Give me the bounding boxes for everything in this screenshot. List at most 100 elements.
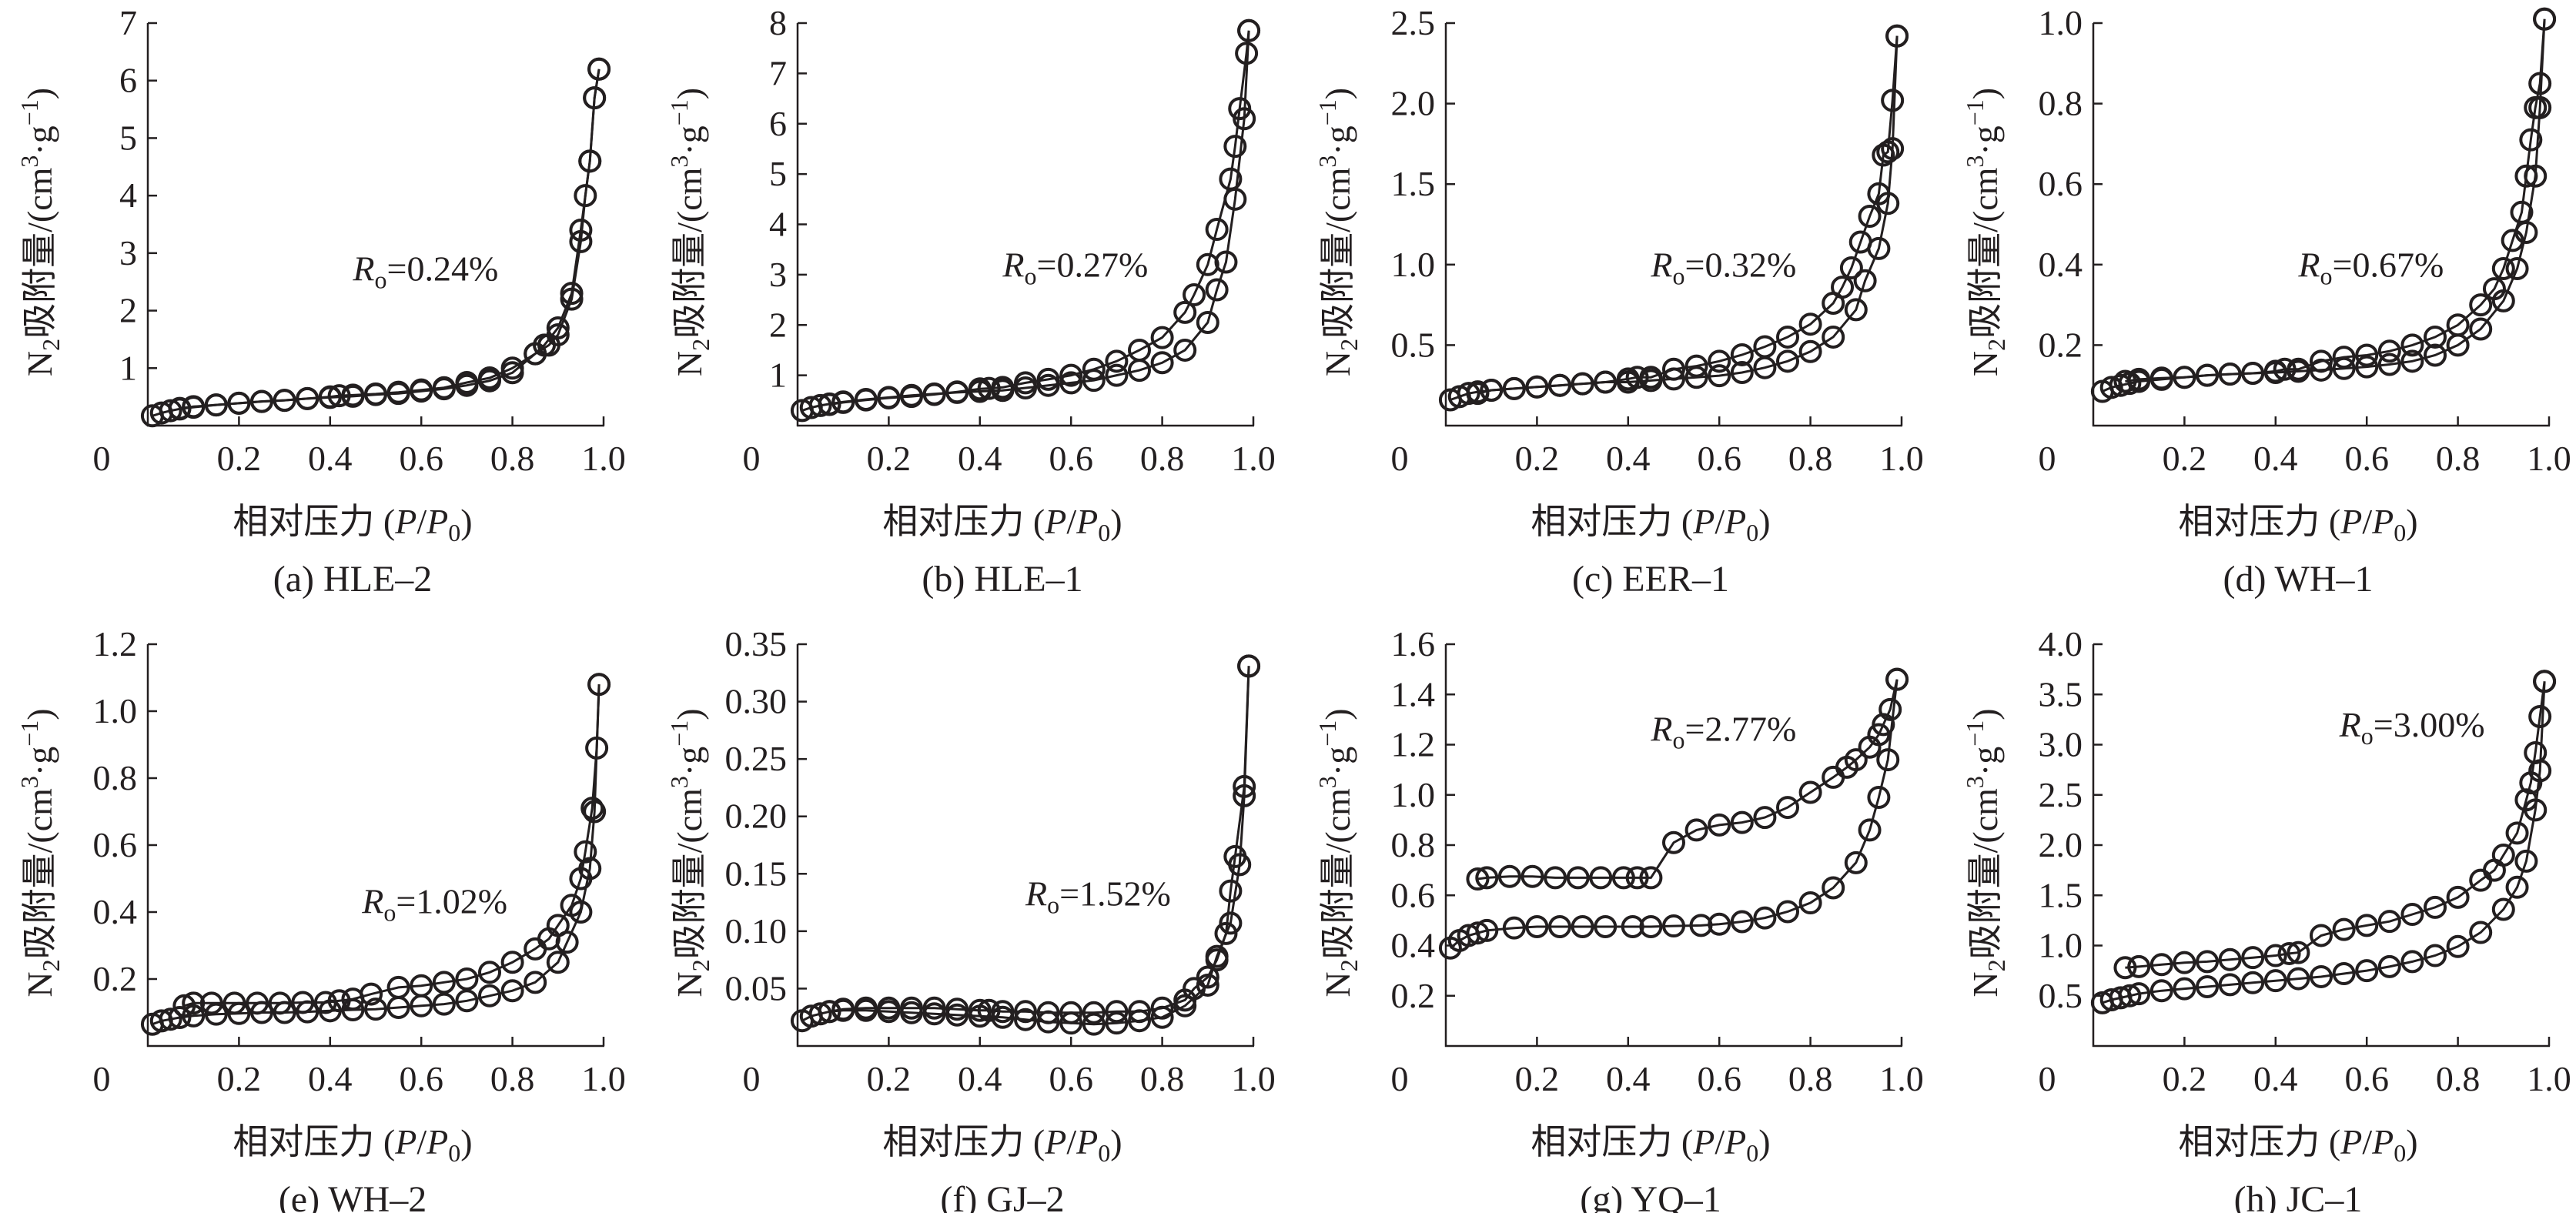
data-point-desorption <box>313 991 337 1014</box>
data-point-desorption <box>2173 366 2196 389</box>
data-point-desorption <box>2533 670 2557 693</box>
data-point-desorption <box>2113 956 2137 980</box>
data-point-desorption <box>1196 965 1219 989</box>
panel-caption: (c) EER–1 <box>1572 559 1729 600</box>
data-point-adsorption <box>1753 906 1777 930</box>
y-tick-label: 0.4 <box>1391 926 1436 965</box>
y-tick-label: 7 <box>769 53 787 92</box>
data-point-desorption <box>182 395 206 419</box>
series-line-adsorption <box>801 666 1250 1026</box>
y-axis-title: N2吸附量/(cm3·g−1) <box>1961 88 2010 376</box>
y-tick-label: 1 <box>769 356 787 395</box>
y-tick-label: 8 <box>769 3 787 42</box>
data-point-desorption <box>524 937 547 961</box>
data-point-adsorption <box>1822 325 1845 349</box>
y-axis-title: N2吸附量/(cm3·g−1) <box>665 88 714 376</box>
data-point-desorption <box>2400 333 2424 357</box>
x-tick-label: 0.8 <box>2436 1059 2481 1098</box>
data-point-desorption <box>1639 866 1663 890</box>
y-tick-label: 0.6 <box>2039 164 2083 203</box>
data-point-adsorption <box>1525 915 1549 939</box>
y-tick-label: 7 <box>119 3 137 42</box>
ro-annotation: Ro=0.24% <box>352 249 498 294</box>
data-point-desorption <box>432 376 456 399</box>
x-tick-label: 1.0 <box>2527 1059 2571 1098</box>
data-point-desorption <box>1480 378 1504 402</box>
y-tick-label: 3 <box>119 233 137 272</box>
data-point-adsorption <box>2514 849 2538 873</box>
y-tick-label: 0.15 <box>725 854 788 893</box>
data-point-adsorption <box>2469 921 2493 944</box>
y-tick-label: 0.5 <box>1391 325 1436 364</box>
series-line-desorption <box>2125 681 2546 969</box>
panel-caption: (a) HLE–2 <box>273 559 433 600</box>
x-tick-label: 1.0 <box>1879 1059 1924 1098</box>
chart-panel-e: 0 0.2 0.4 0.6 0.8 1.0 0.2 0.4 0.6 0.8 1.0 1.2 N2吸附量/… <box>15 624 626 1213</box>
data-point-desorption <box>1059 1001 1083 1024</box>
data-point-adsorption <box>432 992 456 1016</box>
x-tick-label: 0.4 <box>958 1059 1002 1098</box>
data-point-desorption <box>854 996 878 1020</box>
data-point-adsorption <box>1082 1012 1106 1036</box>
data-point-desorption <box>877 386 901 410</box>
panel-caption: (f) GJ–2 <box>940 1179 1064 1213</box>
y-tick-label: 4 <box>119 175 137 215</box>
data-point-adsorption <box>2424 343 2447 367</box>
y-tick-label: 5 <box>119 118 137 157</box>
data-point-desorption <box>1502 376 1526 400</box>
data-point-desorption <box>922 383 946 406</box>
data-point-desorption <box>168 396 192 420</box>
data-point-desorption <box>1466 867 1490 891</box>
data-point-desorption <box>1867 182 1891 206</box>
data-point-desorption <box>386 380 410 404</box>
data-point-desorption <box>2173 951 2196 974</box>
data-point-desorption <box>2277 941 2301 965</box>
y-tick-label: 0.4 <box>2039 245 2083 284</box>
x-tick-label: 0.8 <box>1788 439 1833 478</box>
y-tick-label: 2.5 <box>2039 775 2083 814</box>
data-point-desorption <box>1235 42 1259 65</box>
x-tick-label: 0 <box>2039 439 2056 478</box>
data-point-desorption <box>2377 339 2401 363</box>
x-tick-label: 0.2 <box>217 1059 262 1098</box>
y-tick-label: 0.2 <box>93 959 138 998</box>
data-point-adsorption <box>500 979 524 1003</box>
data-point-desorption <box>1876 140 1900 164</box>
data-point-adsorption <box>1475 918 1499 942</box>
data-point-desorption <box>478 961 501 984</box>
data-point-desorption <box>2332 917 2356 941</box>
y-tick-label: 0.5 <box>2039 976 2083 1015</box>
data-point-desorption <box>1776 325 1799 349</box>
data-point-desorption <box>2514 164 2538 188</box>
data-point-desorption <box>1014 1000 1037 1024</box>
panel-caption: (d) WH–1 <box>2223 559 2373 600</box>
data-point-desorption <box>1237 654 1261 678</box>
data-point-desorption <box>968 998 992 1022</box>
data-point-desorption <box>922 996 946 1020</box>
x-tick-label: 0 <box>1391 439 1409 478</box>
data-point-adsorption <box>1822 876 1845 900</box>
data-point-desorption <box>2528 72 2552 95</box>
y-tick-label: 0.2 <box>1391 976 1436 1015</box>
data-point-desorption <box>1684 818 1708 842</box>
data-point-adsorption <box>159 1007 182 1031</box>
data-point-desorption <box>2332 346 2356 369</box>
y-tick-label: 1.0 <box>2039 3 2083 42</box>
data-point-desorption <box>977 998 1001 1022</box>
series-line-desorption <box>1477 35 1899 395</box>
data-point-desorption <box>432 971 456 994</box>
data-point-desorption <box>1036 1001 1060 1024</box>
data-point-desorption <box>2491 257 2515 281</box>
x-tick-label: 1.0 <box>1879 439 1924 478</box>
data-point-desorption <box>386 975 410 999</box>
data-point-desorption <box>1881 89 1905 112</box>
data-point-adsorption <box>2241 971 2265 994</box>
y-tick-label: 5 <box>769 154 787 193</box>
data-point-desorption <box>1625 366 1649 389</box>
data-point-desorption <box>250 389 273 413</box>
data-point-adsorption <box>2263 969 2287 993</box>
data-point-adsorption <box>1858 818 1882 842</box>
x-tick-label: 0.4 <box>1606 1059 1651 1098</box>
data-point-desorption <box>1822 765 1845 789</box>
data-point-adsorption <box>159 399 182 423</box>
